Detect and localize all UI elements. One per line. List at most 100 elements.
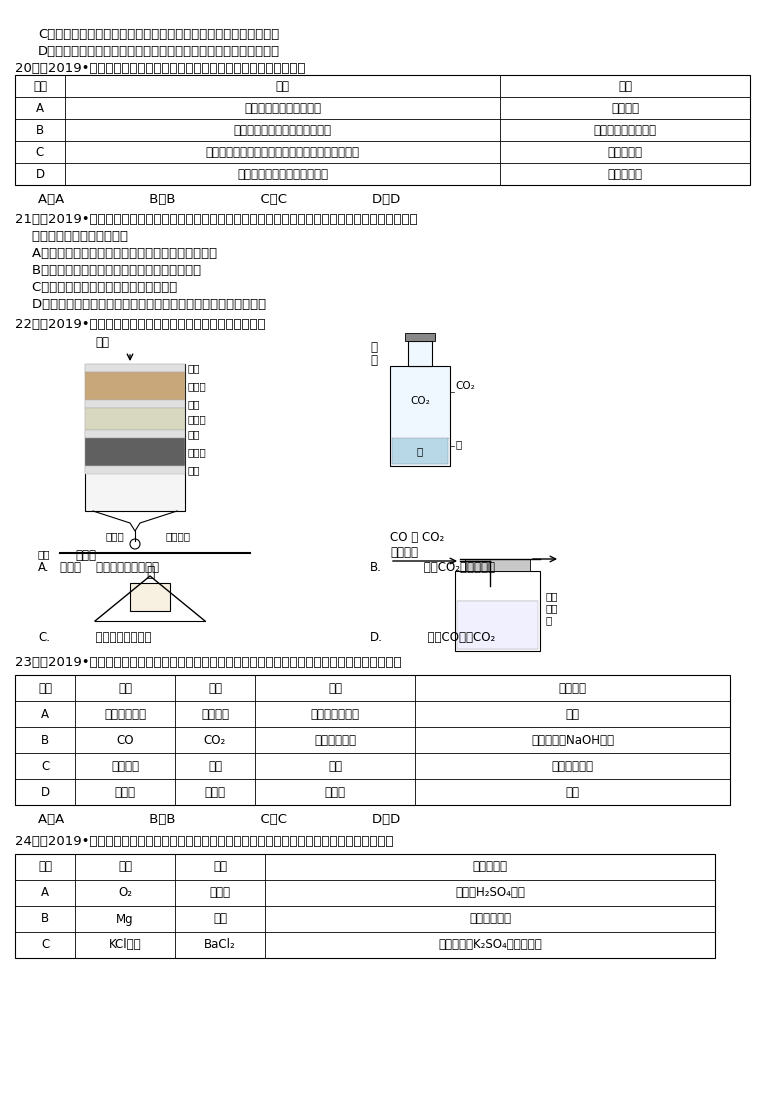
Text: 石英砂: 石英砂	[188, 414, 207, 424]
Text: A．A                    B．B                    C．C                    D．D: A．A B．B C．C D．D	[38, 193, 400, 206]
Text: 滤纸片: 滤纸片	[105, 531, 124, 540]
Text: Mg: Mg	[116, 912, 134, 925]
Bar	[130, 583, 170, 611]
Text: 杂质: 杂质	[213, 860, 227, 874]
Text: C.: C.	[38, 631, 50, 644]
Text: 碳酸钙: 碳酸钙	[115, 785, 136, 799]
Bar	[408, 341, 432, 366]
Text: C．用在密闭容器中碳酸钠和盐酸反应的方法可以验证质量守恒定律: C．用在密闭容器中碳酸钠和盐酸反应的方法可以验证质量守恒定律	[38, 28, 279, 41]
Text: 胶头滴管取用试剂后，将其倒置: 胶头滴管取用试剂后，将其倒置	[233, 124, 332, 137]
Text: 水: 水	[545, 615, 551, 625]
Text: 🔥: 🔥	[146, 565, 154, 579]
Bar	[465, 559, 530, 571]
Text: D.: D.	[370, 631, 383, 644]
Text: C: C	[41, 939, 49, 952]
Text: D: D	[35, 168, 44, 181]
Text: 操作: 操作	[275, 79, 289, 93]
Text: CO 和 CO₂: CO 和 CO₂	[390, 531, 445, 544]
Text: 除去CO中的CO₂: 除去CO中的CO₂	[390, 631, 495, 644]
Text: D．探究滴加了酚酞的中和反应后的无色溶液中可能含有氢氧化钠: D．探究滴加了酚酞的中和反应后的无色溶液中可能含有氢氧化钠	[15, 298, 266, 311]
Bar	[457, 601, 538, 649]
Text: CO: CO	[116, 733, 133, 747]
Text: CO₂: CO₂	[204, 733, 226, 747]
Text: 物质: 物质	[118, 682, 132, 695]
Text: 证明CO₂能与水反应: 证明CO₂能与水反应	[390, 561, 495, 574]
Bar	[15, 75, 750, 185]
Text: A．探究铁和硫酸铜溶液反应生成的气体可能是氢气: A．探究铁和硫酸铜溶液反应生成的气体可能是氢气	[15, 247, 217, 260]
Text: BaCl₂: BaCl₂	[204, 939, 236, 952]
Text: 氢氧化钠溶液: 氢氧化钠溶液	[104, 707, 146, 720]
Text: 选项: 选项	[38, 682, 52, 695]
Text: 炭粉: 炭粉	[213, 912, 227, 925]
Text: D．将糖块放入水中，糖块消失，水变甜了，可以证明分子是运动的: D．将糖块放入水中，糖块消失，水变甜了，可以证明分子是运动的	[38, 45, 280, 58]
Text: A: A	[36, 101, 44, 115]
Text: 23．（2019•诸城市模拟）除去下列物质中的少量杂质，所选用的试剂和操作方法均正确的是（　　）: 23．（2019•诸城市模拟）除去下列物质中的少量杂质，所选用的试剂和操作方法均…	[15, 656, 402, 670]
Text: CO₂: CO₂	[455, 381, 475, 390]
Text: B.: B.	[370, 561, 382, 574]
Text: 纱布: 纱布	[188, 399, 200, 409]
Text: A: A	[41, 707, 49, 720]
Text: B: B	[41, 733, 49, 747]
Text: 澄清: 澄清	[545, 591, 558, 601]
Bar	[85, 408, 185, 430]
Text: 选项: 选项	[38, 860, 52, 874]
Text: 荡: 荡	[370, 354, 377, 367]
Text: 24．（2019•诸城市模拟）要除去下列各组物质中的少量杂质，所选试剂和方法不可行的是（　　）: 24．（2019•诸城市模拟）要除去下列各组物质中的少量杂质，所选试剂和方法不可…	[15, 835, 393, 848]
Text: 河水: 河水	[95, 336, 109, 349]
Text: C: C	[36, 146, 44, 159]
Text: 铜片: 铜片	[38, 549, 51, 559]
Text: 氧化铜粉: 氧化铜粉	[111, 760, 139, 772]
Text: 水蒸气: 水蒸气	[210, 887, 231, 900]
Text: B: B	[36, 124, 44, 137]
Text: 小卵石: 小卵石	[188, 381, 207, 390]
Text: KCl溶液: KCl溶液	[108, 939, 141, 952]
Bar	[392, 438, 448, 464]
Text: 氢氧化钙: 氢氧化钙	[201, 707, 229, 720]
Text: 膨松棉    将河水转化为纯净水: 膨松棉 将河水转化为纯净水	[60, 561, 159, 574]
Bar	[455, 571, 540, 651]
Text: 腐蚀胶头滴管的胶帽: 腐蚀胶头滴管的胶帽	[594, 124, 657, 137]
Text: 石灰: 石灰	[545, 603, 558, 613]
Text: A: A	[41, 887, 49, 900]
Bar	[85, 372, 185, 400]
Text: 氢氧化钠溶液: 氢氧化钠溶液	[314, 733, 356, 747]
Text: 过量碳酸钠溶液: 过量碳酸钠溶液	[310, 707, 360, 720]
Text: 21．（2019•潍坊二模）科学的假设与猜想是科学探究的先导和价值所在。在下列假设（猜想）引导的探究: 21．（2019•潍坊二模）科学的假设与猜想是科学探究的先导和价值所在。在下列假…	[15, 213, 417, 226]
Text: 加入适量的K₂SO₄溶液，过滤: 加入适量的K₂SO₄溶液，过滤	[438, 939, 542, 952]
Text: 试剂、方法: 试剂、方法	[473, 860, 508, 874]
Text: 活性炭: 活性炭	[188, 447, 207, 457]
Text: 集气瓶炸裂: 集气瓶炸裂	[608, 146, 643, 159]
Bar	[15, 854, 715, 959]
Text: 通入足量的NaOH溶液: 通入足量的NaOH溶液	[531, 733, 614, 747]
Text: 膨松棉: 膨松棉	[75, 549, 96, 563]
Text: 氯化钙: 氯化钙	[204, 785, 225, 799]
Bar	[405, 333, 435, 341]
Bar	[85, 364, 185, 372]
Bar	[85, 430, 185, 438]
Bar	[85, 465, 185, 474]
Text: 在空气中灼烧: 在空气中灼烧	[551, 760, 594, 772]
Text: B: B	[41, 912, 49, 925]
Text: B．探究碳还原氧化铜的生成物可能有一氧化碳: B．探究碳还原氧化铜的生成物可能有一氧化碳	[15, 264, 201, 277]
Bar	[85, 400, 185, 408]
Text: CO₂: CO₂	[410, 396, 430, 406]
Text: 铁丝在氧气中燃烧，集气瓶底部未留少量水或细沙: 铁丝在氧气中燃烧，集气瓶底部未留少量水或细沙	[205, 146, 360, 159]
Text: 操作方法: 操作方法	[558, 682, 587, 695]
Text: 漏斗的下端未靠在烧杯内壁上: 漏斗的下端未靠在烧杯内壁上	[237, 168, 328, 181]
Text: 20．（2019•潍坊模拟）下列实验操作与造成后果对应不正确的是（　　）: 20．（2019•潍坊模拟）下列实验操作与造成后果对应不正确的是（ ）	[15, 62, 306, 75]
Text: 纱布: 纱布	[188, 429, 200, 439]
Text: 过滤: 过滤	[566, 707, 580, 720]
Text: 纱布: 纱布	[188, 363, 200, 373]
Text: 试管破裂: 试管破裂	[611, 101, 639, 115]
Bar	[390, 366, 450, 465]
Text: A.: A.	[38, 561, 49, 574]
Text: 肯定没有意义的是（　　）: 肯定没有意义的是（ ）	[15, 231, 128, 243]
Text: 试管刷刷试管时用力过猛: 试管刷刷试管时用力过猛	[244, 101, 321, 115]
Text: C: C	[41, 760, 49, 772]
Text: 在空气中灼烧: 在空气中灼烧	[469, 912, 511, 925]
Text: 22．（2019•诸城市模拟）下列实验设计能达到目的是（　　）: 22．（2019•诸城市模拟）下列实验设计能达到目的是（ ）	[15, 318, 266, 331]
Text: 水: 水	[417, 446, 423, 456]
Text: 通过浓H₂SO₄洗气: 通过浓H₂SO₄洗气	[455, 887, 525, 900]
Bar	[85, 438, 185, 465]
Text: 证明燃烧需要氧气: 证明燃烧需要氧气	[58, 631, 151, 644]
